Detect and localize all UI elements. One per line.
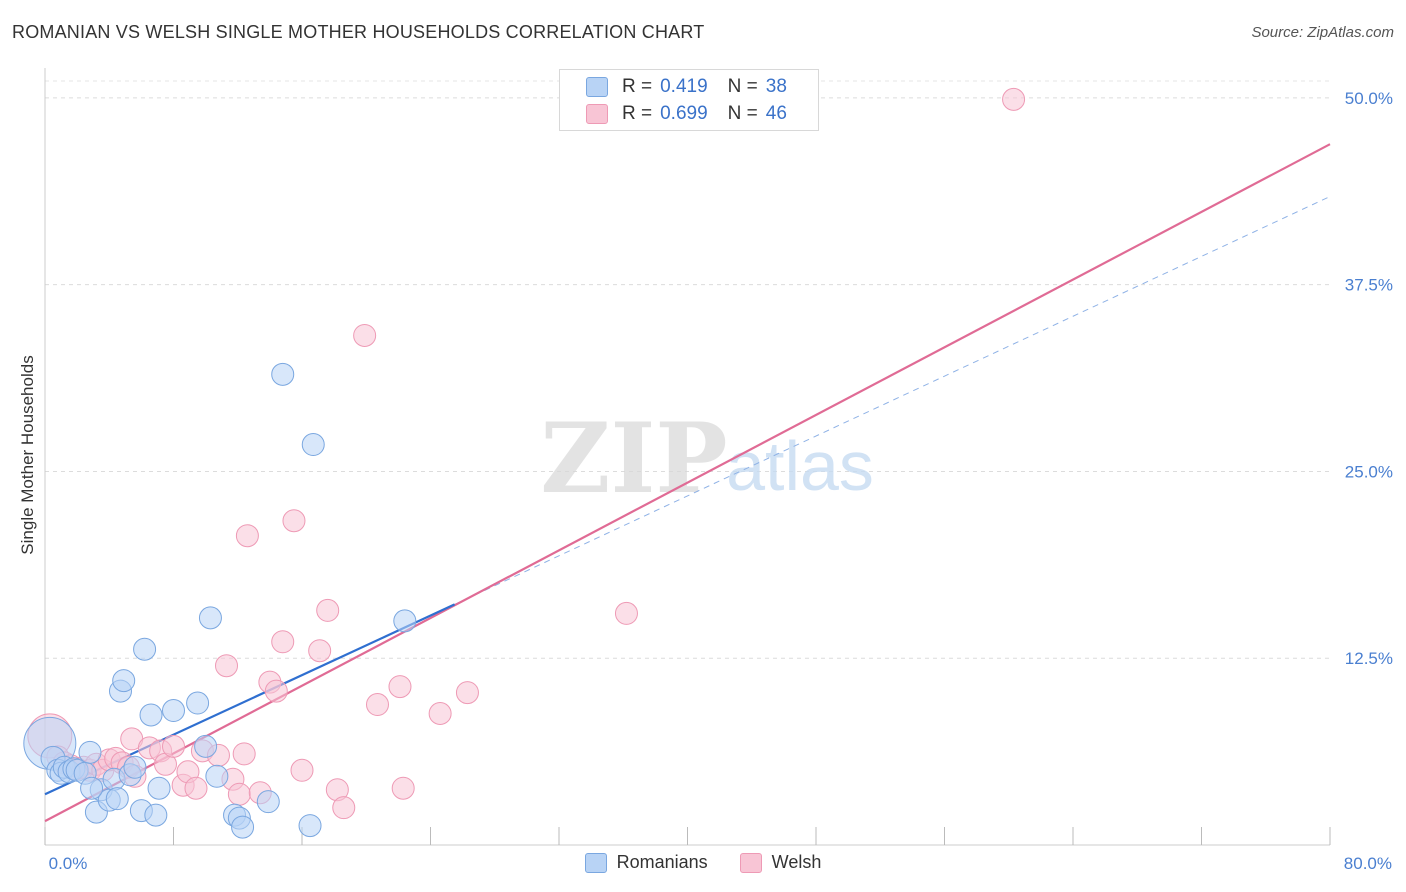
chart-title: ROMANIAN VS WELSH SINGLE MOTHER HOUSEHOL… <box>12 22 705 42</box>
romanians-point <box>162 699 185 723</box>
series-legend-welsh[interactable]: Welsh <box>739 852 822 873</box>
welsh-point <box>290 758 314 782</box>
welsh-point <box>1002 87 1026 111</box>
romanians-point <box>271 362 295 386</box>
legend-r-label: R = <box>622 103 653 124</box>
welsh-point <box>264 679 288 703</box>
welsh-point <box>614 601 638 625</box>
welsh-point <box>332 796 356 820</box>
tick-labels: 12.5% 25.0% 37.5% 50.0% 0.0% 80.0% <box>49 89 1393 873</box>
romanians-point <box>298 814 322 838</box>
welsh-label: Welsh <box>771 852 822 872</box>
x-tick-label: 0.0% <box>49 854 88 873</box>
romanians-point <box>198 606 222 630</box>
welsh-point <box>235 524 259 548</box>
y-tick-label: 25.0% <box>1345 462 1393 481</box>
series-legend-romanians[interactable]: Romanians <box>584 852 708 873</box>
welsh-point <box>232 742 256 766</box>
romanians-point <box>231 815 255 839</box>
watermark-atlas: atlas <box>726 427 874 505</box>
grid-lines <box>45 80 1330 659</box>
romanians-label: Romanians <box>616 852 708 872</box>
welsh-point <box>388 675 412 699</box>
chart-source: Source: ZipAtlas.com <box>1251 24 1394 41</box>
watermark: ZIP atlas <box>540 402 874 515</box>
romanians-point <box>78 740 102 764</box>
watermark-zip: ZIP <box>540 402 727 515</box>
data-points <box>23 87 1026 839</box>
romanians-point <box>123 755 147 779</box>
welsh-swatch <box>739 852 762 873</box>
romanians-point <box>205 764 229 788</box>
welsh-trend-line <box>44 143 1331 823</box>
romanians-point <box>256 790 280 814</box>
romanians-point <box>393 609 417 633</box>
welsh-point <box>428 702 452 726</box>
legend-swatch-welsh <box>586 104 608 124</box>
legend-n-value: 46 <box>765 103 787 124</box>
romanians-point <box>133 637 157 661</box>
legend-r-value: 0.419 <box>660 76 708 97</box>
romanians-point <box>105 787 129 811</box>
welsh-point <box>184 776 208 800</box>
welsh-point <box>271 630 295 654</box>
y-tick-label: 50.0% <box>1345 89 1393 108</box>
stats-legend: R = 0.419 N = 38 R = 0.699 N = 46 <box>559 69 819 131</box>
romanians-point <box>186 691 210 715</box>
romanians-point <box>80 776 104 800</box>
legend-n-label: N = <box>727 76 758 97</box>
series-legend: Romanians Welsh <box>0 852 1406 873</box>
legend-row-romanians: R = 0.419 N = 38 <box>586 75 787 99</box>
romanians-trend-extension <box>454 196 1331 605</box>
welsh-point <box>455 681 479 705</box>
romanians-point <box>194 734 218 758</box>
trend-lines <box>44 143 1331 823</box>
x-tick-label: 80.0% <box>1344 854 1392 873</box>
legend-n-label: N = <box>727 103 758 124</box>
romanians-point <box>147 776 171 800</box>
welsh-point <box>282 509 306 533</box>
romanians-point <box>301 433 325 457</box>
welsh-point <box>215 654 239 678</box>
romanians-point <box>144 803 168 827</box>
welsh-point <box>353 323 377 347</box>
welsh-point <box>316 598 340 622</box>
legend-swatch-romanians <box>586 77 608 97</box>
y-tick-label: 12.5% <box>1345 649 1393 668</box>
legend-r-value: 0.699 <box>660 103 708 124</box>
legend-r-label: R = <box>622 76 653 97</box>
y-tick-label: 37.5% <box>1345 276 1393 295</box>
romanians-point <box>139 703 163 727</box>
romanians-point <box>112 669 136 693</box>
welsh-point <box>308 639 332 663</box>
welsh-point <box>162 734 185 758</box>
welsh-point <box>391 776 415 800</box>
legend-row-welsh: R = 0.699 N = 46 <box>586 102 787 126</box>
welsh-point <box>365 693 389 717</box>
legend-n-value: 38 <box>765 76 787 97</box>
welsh-point <box>227 782 251 806</box>
romanians-swatch <box>584 852 607 873</box>
